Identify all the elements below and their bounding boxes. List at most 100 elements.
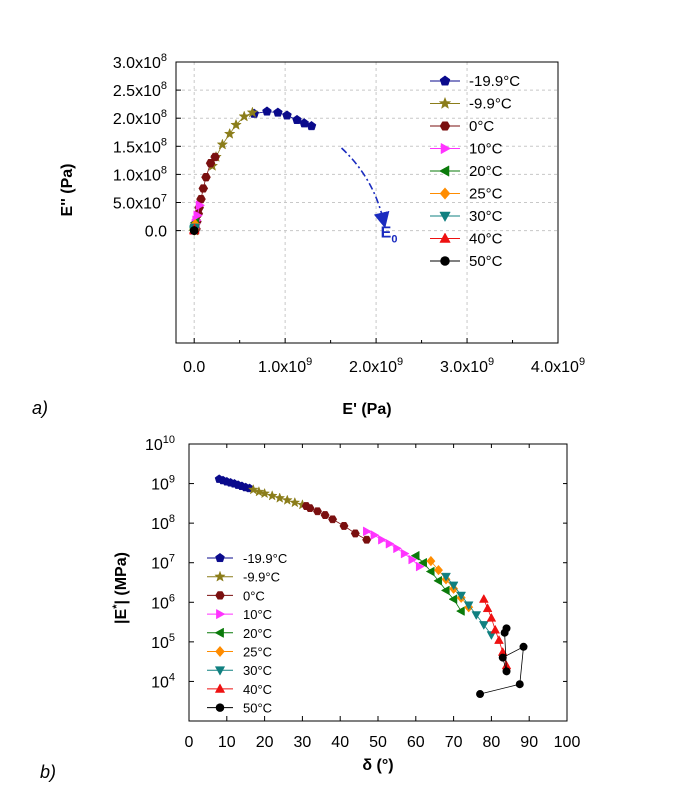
panel-b-data-point [456,591,467,601]
panel-a-data-point [193,210,203,221]
panel-b-data-point [378,534,387,545]
panel-b-data-point [370,530,380,540]
panel-b-data-point [247,483,259,495]
panel-b-xtick-label: 70 [445,734,463,751]
panel-a-ytick-label: 2.5x108 [113,80,167,100]
panel-b-xtick-label: 80 [483,734,501,751]
panel-b-data-point [502,667,511,676]
panel-a-legend-label: 20°C [469,163,503,180]
panel-a-data-point [201,173,211,182]
panel-a-legend-label: 25°C [469,186,503,203]
panel-a-xtick-label: 2.0x109 [349,356,403,376]
panel-b-data-point [305,504,315,512]
panel-b-legend-label: 30°C [243,663,272,678]
panel-b-series--19.9°C [214,474,254,493]
panel-b-legend-marker [214,683,226,693]
panel-b-label: b) [40,762,56,782]
panel-b-legend-marker [214,666,226,676]
panel-b-legend-marker [215,552,225,563]
panel-b-data-point [393,543,403,554]
panel-b-ytick-label: 109 [151,474,175,494]
panel-b-data-point [408,554,418,565]
panel-a-legend: -19.9°C -9.9°C 0°C 10°C 20°C 25°C 30°C 40°C 50°C [430,73,520,270]
panel-a-data-point [299,118,309,128]
panel-a-series--19.9°C [249,106,317,131]
panel-b-data-point [313,507,322,516]
panel-b-data-point [415,561,425,572]
panel-b-data-point [328,515,338,524]
panel-b-legend-marker [216,608,226,620]
panel-a-annotation: E0 [340,147,397,245]
panel-a-legend-label: 30°C [469,208,503,225]
panel-b-series [214,474,528,699]
panel-b-data-point [426,555,436,567]
panel-a-xtick-label: 3.0x109 [440,356,494,376]
panel-a-ytick-label: 5.0x107 [113,193,167,213]
panel-a-data-point [230,118,242,130]
panel-b-data-point [289,496,301,508]
panel-b-legend-label: -9.9°C [243,570,280,585]
panel-b-data-point [498,653,507,662]
panel-a-axes: 0.0 1.0x109 2.0x109 3.0x109 4.0x109 0.0 5.0x10… [113,52,585,376]
panel-a-ytick-label: 0.0 [145,224,167,241]
panel-b-legend-label: 25°C [243,645,272,660]
panel-b-xtick-label: 60 [407,734,425,751]
panel-a-ylabel: E'' (Pa) [59,164,76,217]
panel-a-series-50°C [189,226,199,235]
panel-b-legend-marker [215,703,225,712]
panel-b-xtick-label: 10 [218,734,236,751]
panel-a-legend-label: -9.9°C [469,96,512,113]
panel-b-data-point [281,494,293,505]
panel-b-data-point [490,624,501,634]
panel-b-data-point [482,603,493,613]
panel-a-series [188,106,317,236]
panel-a-legend-marker [439,75,451,86]
panel-b-ytick-label: 106 [151,592,175,612]
panel-b-data-point [253,485,265,497]
panel-b-xtick-label: 40 [331,734,349,751]
panel-a-legend-marker [439,121,451,131]
panel-a-data-point [273,107,283,117]
panel-a-data-point [196,194,206,204]
panel-a-legend-marker [438,96,452,109]
panel-b-data-point [455,606,465,616]
panel-a-legend-marker [438,165,450,177]
panel-b-xtick-label: 90 [520,734,538,751]
panel-a-data-point [292,114,302,124]
panel-b-legend-label: 50°C [243,701,272,716]
panel-a-data-point [223,127,236,139]
panel-b-data-point [486,612,497,622]
panel-a-data-point [210,152,220,162]
panel-b-xtick-label: 20 [256,734,274,751]
panel-b-data-point [433,575,443,586]
panel-a-xtick-label: 0.0 [183,359,205,376]
panel-a-legend-label: 10°C [469,141,503,158]
panel-a-data-point [282,110,292,120]
panel-a-legend-label: 40°C [469,231,503,248]
panel-a-data-point [246,106,259,118]
panel-b-legend-label: 0°C [243,588,265,603]
panel-b-legend-marker [215,591,225,600]
panel-a-chart: 0.0 1.0x109 2.0x109 3.0x109 4.0x109 0.0 5.0x10… [32,52,585,418]
panel-b-series-0°C [301,502,372,544]
panel-b-series-40°C [478,593,512,670]
panel-a-ytick-label: 3.0x108 [113,52,167,72]
panel-b-data-point [463,601,474,611]
panel-b-ytick-label: 1010 [145,434,175,454]
panel-b-series-50°C [476,624,528,699]
panel-a-legend-label: 0°C [469,118,494,135]
panel-a-data-point [198,184,209,193]
panel-b-data-point [478,621,489,630]
panel-b-data-point [362,535,372,544]
panel-b-data-point [478,593,489,603]
panel-a-legend-marker [439,232,451,243]
panel-a-legend-marker [440,142,452,155]
panel-b-ytick-label: 108 [151,513,175,533]
panel-b-data-point [515,680,524,689]
panel-a-data-point [306,120,317,131]
panel-b-ytick-label: 104 [151,671,175,691]
panel-a-xtick-label: 1.0x109 [258,356,312,376]
panel-b-series--9.9°C [247,483,308,510]
panel-a-legend-label: -19.9°C [469,73,520,90]
